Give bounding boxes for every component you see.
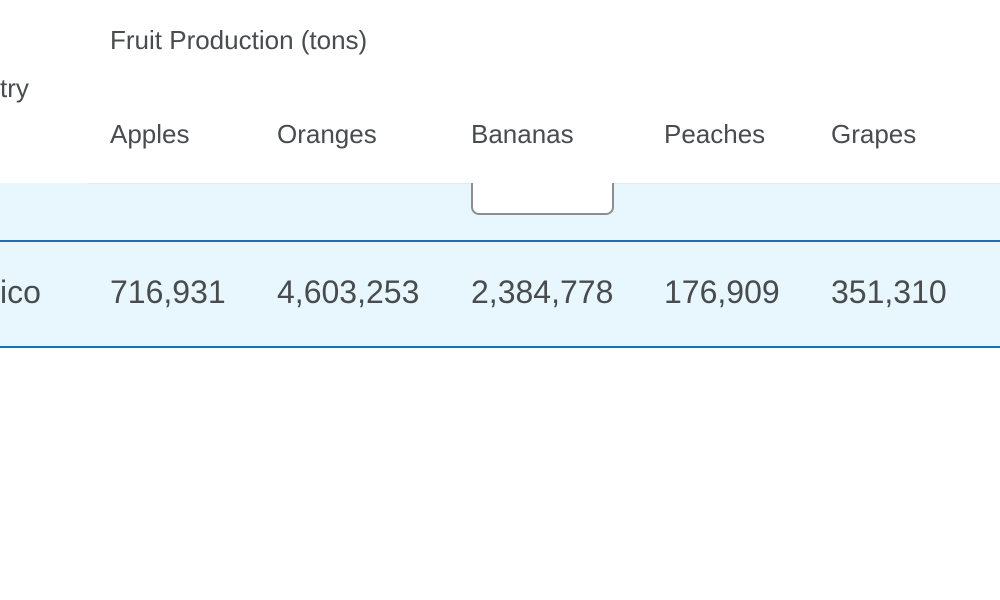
column-header-apples: Apples [110,119,190,149]
row-divider [0,240,1000,242]
cell-apples: 716,931 [110,274,226,310]
column-header-peaches: Peaches [664,119,766,149]
cell-oranges: 4,603,253 [277,274,420,310]
group-header-fruit-production: Fruit Production (tons) [110,25,368,55]
cell-country: ico [0,274,41,310]
cell-grapes: 351,310 [831,274,947,310]
row-divider [0,346,1000,348]
table-header-panel [87,0,1000,184]
cell-peaches: 176,909 [664,274,780,310]
table-row [0,242,1000,346]
cell-bananas: 2,384,778 [471,274,614,310]
column-header-oranges: Oranges [277,119,377,149]
bananas-input-field[interactable] [471,183,614,215]
column-header-grapes: Grapes [831,119,917,149]
column-header-country: try [0,73,29,103]
column-header-bananas: Bananas [471,119,574,149]
